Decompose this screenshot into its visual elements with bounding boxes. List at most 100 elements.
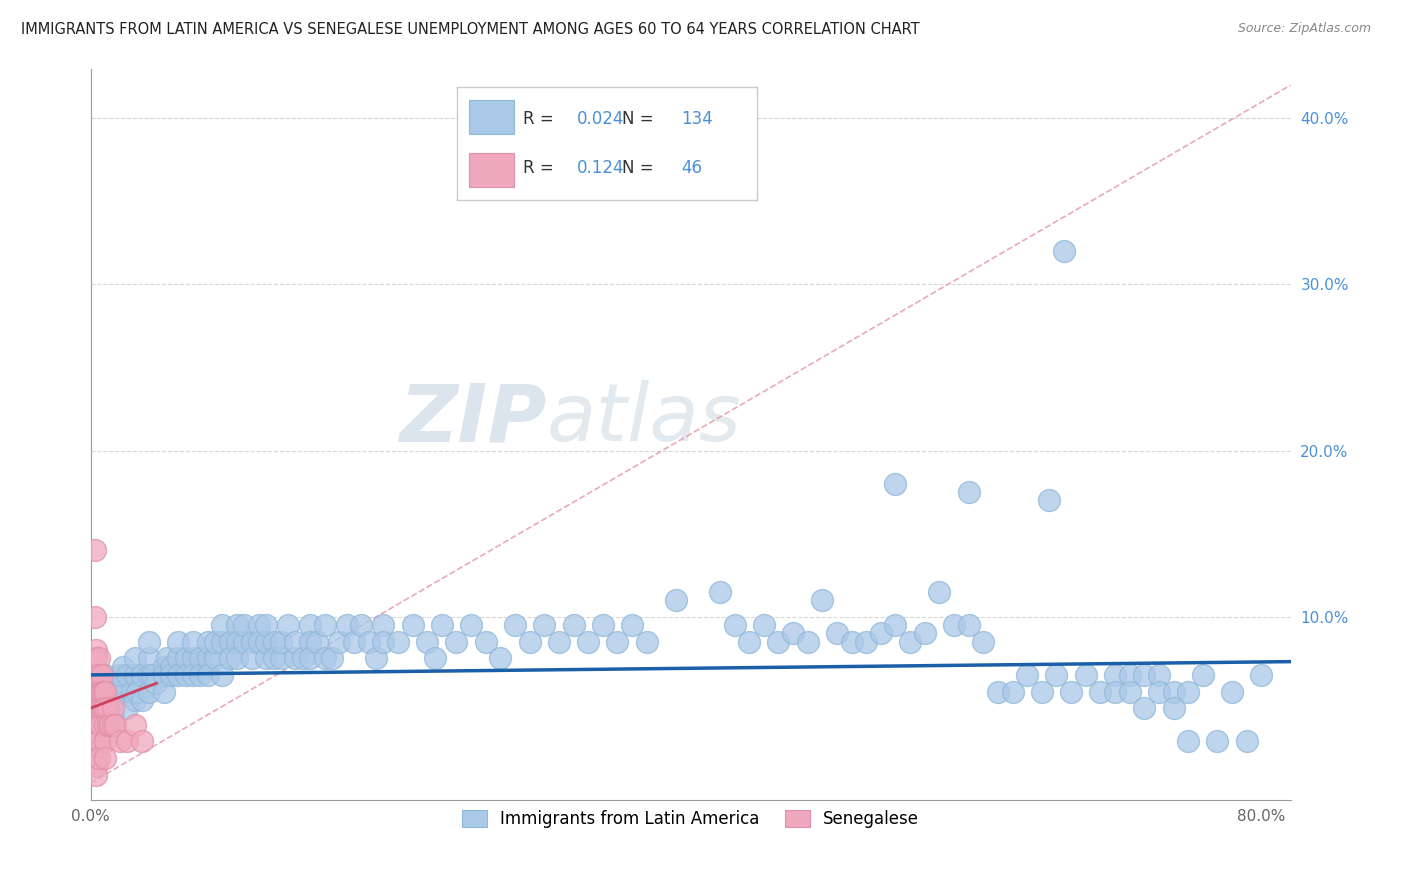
Point — [723, 618, 745, 632]
Point — [86, 751, 108, 765]
Point — [89, 668, 111, 682]
Point — [211, 634, 233, 648]
Point — [101, 718, 124, 732]
Point — [987, 684, 1010, 698]
Point — [263, 634, 285, 648]
Point — [519, 634, 541, 648]
Point — [1090, 684, 1112, 698]
Point — [211, 668, 233, 682]
Point — [1133, 668, 1156, 682]
Point — [86, 651, 108, 665]
Point — [1191, 668, 1213, 682]
Point — [174, 668, 197, 682]
Point — [957, 485, 980, 500]
Point — [141, 668, 163, 682]
Point — [131, 668, 153, 682]
Text: Source: ZipAtlas.com: Source: ZipAtlas.com — [1237, 22, 1371, 36]
Point — [94, 701, 117, 715]
Point — [299, 634, 322, 648]
Point — [350, 618, 373, 632]
Point — [284, 634, 307, 648]
Point — [91, 701, 114, 715]
Point — [548, 634, 571, 648]
Point — [328, 634, 350, 648]
Point — [93, 701, 115, 715]
Point — [1001, 684, 1024, 698]
Point — [86, 734, 108, 748]
Point — [1163, 701, 1185, 715]
Point — [1074, 668, 1097, 682]
Point — [1236, 734, 1258, 748]
Point — [167, 634, 190, 648]
Point — [90, 684, 112, 698]
Point — [167, 651, 190, 665]
Point — [884, 476, 907, 491]
Point — [270, 634, 292, 648]
Point — [446, 634, 468, 648]
Point — [621, 618, 644, 632]
Point — [197, 651, 219, 665]
Point — [138, 634, 160, 648]
Point — [1147, 684, 1170, 698]
Point — [84, 543, 107, 558]
Point — [972, 634, 994, 648]
Point — [336, 618, 359, 632]
Point — [1177, 734, 1199, 748]
Point — [97, 701, 120, 715]
Point — [503, 618, 526, 632]
Point — [86, 709, 108, 723]
Point — [928, 585, 950, 599]
Point — [124, 693, 146, 707]
Point — [841, 634, 863, 648]
Point — [105, 676, 128, 690]
Point — [218, 651, 240, 665]
Point — [373, 618, 395, 632]
Point — [94, 751, 117, 765]
Point — [108, 734, 131, 748]
Point — [1118, 668, 1140, 682]
Point — [89, 684, 111, 698]
Point — [387, 634, 409, 648]
Point — [174, 651, 197, 665]
Point — [592, 618, 614, 632]
Point — [373, 634, 395, 648]
Point — [533, 618, 555, 632]
Point — [91, 684, 114, 698]
Point — [423, 651, 446, 665]
Point — [768, 634, 790, 648]
Point — [86, 759, 108, 773]
Point — [138, 684, 160, 698]
Point — [914, 626, 936, 640]
Point — [89, 651, 111, 665]
Point — [86, 684, 108, 698]
Point — [94, 718, 117, 732]
Point — [86, 742, 108, 756]
Point — [1104, 684, 1126, 698]
Point — [101, 709, 124, 723]
Point — [401, 618, 423, 632]
Point — [825, 626, 848, 640]
Point — [131, 693, 153, 707]
Point — [576, 634, 599, 648]
Point — [101, 701, 124, 715]
Point — [152, 659, 174, 673]
Point — [115, 734, 138, 748]
Point — [247, 618, 270, 632]
Point — [84, 609, 107, 624]
Point — [321, 651, 343, 665]
Point — [86, 676, 108, 690]
Point — [89, 734, 111, 748]
Point — [97, 718, 120, 732]
Point — [181, 634, 204, 648]
Point — [1060, 684, 1083, 698]
Point — [160, 668, 183, 682]
Point — [86, 767, 108, 781]
Point — [884, 618, 907, 632]
Point — [97, 684, 120, 698]
Point — [270, 651, 292, 665]
Point — [218, 634, 240, 648]
Point — [104, 718, 127, 732]
Point — [1118, 684, 1140, 698]
Point — [1017, 668, 1039, 682]
Point — [233, 618, 256, 632]
